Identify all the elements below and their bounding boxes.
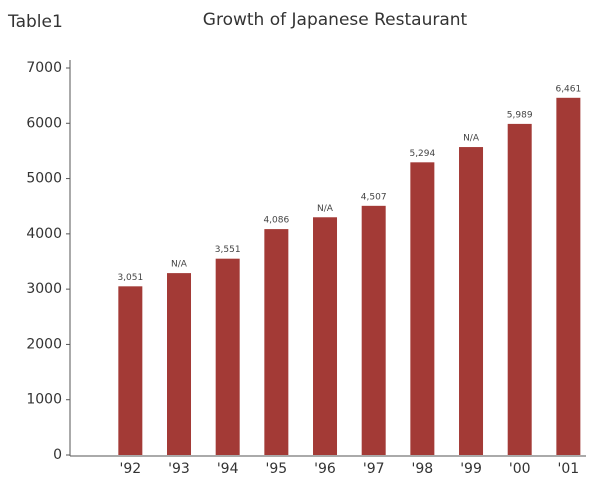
value-label: N/A xyxy=(317,204,334,214)
bar xyxy=(361,205,386,455)
bar xyxy=(507,123,532,455)
x-tick-label: '01 xyxy=(558,461,580,477)
y-tick-label: 0 xyxy=(53,447,62,463)
bar xyxy=(264,229,289,455)
bar xyxy=(459,147,484,455)
bar xyxy=(313,217,338,455)
y-tick-label: 6000 xyxy=(26,115,62,131)
bar xyxy=(118,286,143,455)
bar xyxy=(556,97,581,455)
bar xyxy=(215,258,240,455)
x-tick-label: '92 xyxy=(119,461,141,477)
y-tick-label: 2000 xyxy=(26,336,62,352)
y-tick-label: 1000 xyxy=(26,392,62,408)
value-label: 6,461 xyxy=(555,84,581,94)
value-label: N/A xyxy=(463,134,480,144)
x-tick-label: '99 xyxy=(460,461,482,477)
x-tick-label: '98 xyxy=(412,461,434,477)
value-label: 5,294 xyxy=(409,149,435,159)
value-label: 4,507 xyxy=(361,192,387,202)
value-label: 5,989 xyxy=(507,110,533,120)
y-tick-label: 7000 xyxy=(26,60,62,76)
x-tick-label: '97 xyxy=(363,461,385,477)
value-label: 3,551 xyxy=(215,245,241,255)
x-tick-label: '93 xyxy=(168,461,190,477)
y-tick-label: 3000 xyxy=(26,281,62,297)
value-label: N/A xyxy=(171,260,188,270)
x-tick-label: '94 xyxy=(217,461,239,477)
bar xyxy=(167,273,192,455)
chart-title: Growth of Japanese Restaurant xyxy=(203,10,468,30)
x-tick-label: '95 xyxy=(266,461,288,477)
bar xyxy=(410,162,435,455)
y-tick-label: 5000 xyxy=(26,171,62,187)
y-tick-label: 4000 xyxy=(26,226,62,242)
x-tick-label: '00 xyxy=(509,461,531,477)
x-tick-label: '96 xyxy=(314,461,336,477)
value-label: 3,051 xyxy=(117,273,143,283)
value-label: 4,086 xyxy=(263,216,289,226)
chart-caption: Table1 xyxy=(7,12,63,32)
